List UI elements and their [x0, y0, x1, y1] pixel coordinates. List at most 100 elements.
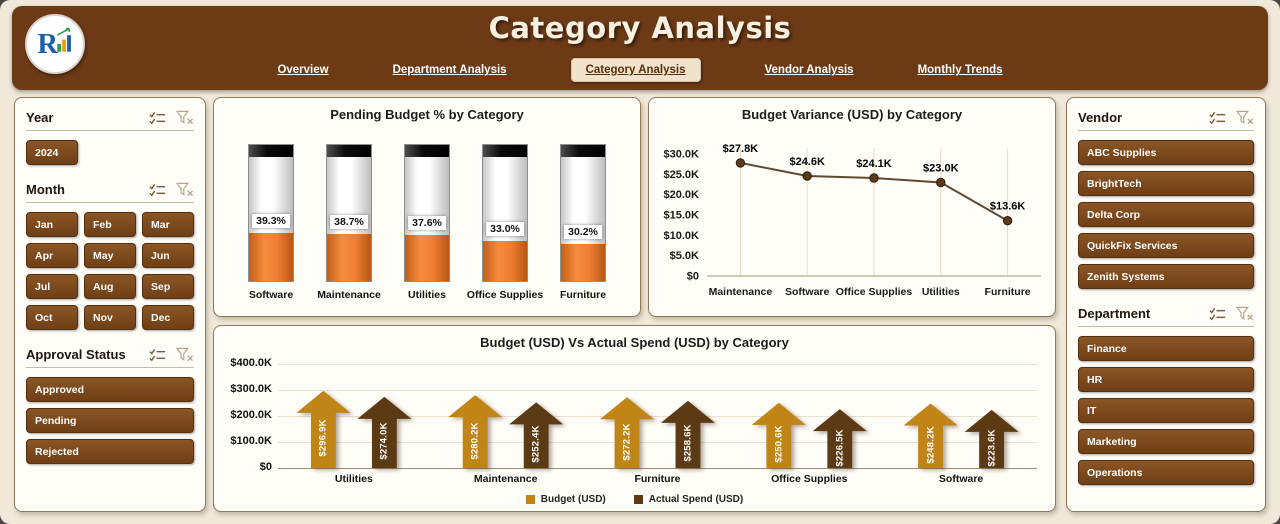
- legend-item-budget-usd-: Budget (USD): [525, 494, 606, 505]
- multiselect-icon[interactable]: [148, 111, 167, 125]
- filter-month-aug[interactable]: Aug: [84, 274, 136, 299]
- filter-vendor-brighttech[interactable]: BrightTech: [1078, 171, 1254, 196]
- thermometer-tube: 39.3%: [248, 144, 294, 282]
- gridline: [278, 390, 1037, 391]
- tab-monthly-trends[interactable]: Monthly Trends: [917, 64, 1003, 76]
- data-label: $258.6K: [682, 424, 694, 463]
- multiselect-icon[interactable]: [1208, 307, 1227, 321]
- bar-budget-usd--software: $248.2K: [903, 403, 958, 468]
- filter-vendor-zenith-systems[interactable]: Zenith Systems: [1078, 264, 1254, 289]
- tab-vendor-analysis[interactable]: Vendor Analysis: [764, 64, 854, 76]
- filter-vendor-delta-corp[interactable]: Delta Corp: [1078, 202, 1254, 227]
- svg-text:R: R: [37, 29, 58, 60]
- filter-month-mar[interactable]: Mar: [142, 212, 194, 237]
- tab-department-analysis[interactable]: Department Analysis: [392, 64, 507, 76]
- tube-cap: [327, 145, 371, 157]
- bar-group-software: $248.2K $223.6K: [885, 364, 1037, 468]
- bar-group-utilities: $296.9K $274.0K: [278, 364, 430, 468]
- arrow-shape: $252.4K: [509, 402, 564, 468]
- arrow-shape: $226.5K: [812, 409, 867, 468]
- filter-month-feb[interactable]: Feb: [84, 212, 136, 237]
- slicer-title-year: Year: [26, 110, 54, 125]
- svg-text:$13.6K: $13.6K: [990, 201, 1026, 213]
- bar-actual-spend-usd--utilities: $274.0K: [357, 396, 412, 468]
- filter-month-apr[interactable]: Apr: [26, 243, 78, 268]
- slicer-icon-group: [148, 110, 194, 125]
- tube-column-maintenance: 38.7% Maintenance: [310, 144, 388, 306]
- tab-overview[interactable]: Overview: [277, 64, 329, 76]
- filter-department-marketing[interactable]: Marketing: [1078, 429, 1254, 454]
- slicer-items: ABC Supplies BrightTech Delta Corp QuickFix…: [1078, 140, 1254, 289]
- category-label: Office Supplies: [466, 289, 544, 301]
- y-tick-label: $100.0K: [230, 435, 272, 447]
- bar-budget-usd--furniture: $272.2K: [599, 397, 654, 468]
- tab-category-analysis[interactable]: Category Analysis: [570, 58, 701, 82]
- bar-group-furniture: $272.2K $258.6K: [582, 364, 734, 468]
- filter-approval-status-approved[interactable]: Approved: [26, 377, 194, 402]
- clear-filter-icon[interactable]: [176, 182, 194, 197]
- bar-budget-usd--utilities: $296.9K: [296, 390, 351, 468]
- svg-text:$15.0K: $15.0K: [664, 210, 700, 222]
- legend-swatch: [633, 495, 643, 504]
- filter-month-jul[interactable]: Jul: [26, 274, 78, 299]
- clear-filter-icon[interactable]: [1236, 110, 1254, 125]
- filter-department-hr[interactable]: HR: [1078, 367, 1254, 392]
- svg-text:$0: $0: [687, 271, 699, 283]
- y-tick-label: $200.0K: [230, 409, 272, 421]
- slicer-vendor: Vendor ABC Supplies BrightTech Delta Corp Qu…: [1078, 110, 1254, 289]
- page-title: Category Analysis: [488, 11, 792, 45]
- slicer-approval-status: Approval Status Approved Pending Rejected: [26, 347, 194, 464]
- clear-filter-icon[interactable]: [176, 110, 194, 125]
- slicer-month: Month Jan Feb Mar Apr May Jun Jul Aug Sep Oct Nov De…: [26, 182, 194, 330]
- data-label: $226.5K: [834, 428, 846, 467]
- slicer-header: Approval Status: [26, 347, 194, 368]
- thermometer-tube: 37.6%: [404, 144, 450, 282]
- tube-column-software: 39.3% Software: [232, 144, 310, 306]
- thermometer-tube: 38.7%: [326, 144, 372, 282]
- filter-vendor-quickfix-services[interactable]: QuickFix Services: [1078, 233, 1254, 258]
- clear-filter-icon[interactable]: [176, 347, 194, 362]
- multiselect-icon[interactable]: [148, 183, 167, 197]
- filter-month-nov[interactable]: Nov: [84, 305, 136, 330]
- multiselect-icon[interactable]: [1208, 111, 1227, 125]
- tube-cap: [249, 145, 293, 157]
- filter-department-operations[interactable]: Operations: [1078, 460, 1254, 485]
- nav-tabs: Overview Department Analysis Category Anal…: [12, 58, 1268, 82]
- clear-filter-icon[interactable]: [1236, 306, 1254, 321]
- filter-month-oct[interactable]: Oct: [26, 305, 78, 330]
- multiselect-icon[interactable]: [148, 348, 167, 362]
- bar-actual-spend-usd--office-supplies: $226.5K: [812, 409, 867, 468]
- svg-text:Furniture: Furniture: [985, 286, 1031, 298]
- x-axis-labels: Utilities Maintenance Furniture Office Supp…: [278, 473, 1037, 485]
- gridline: [278, 416, 1037, 417]
- category-label: Software: [938, 473, 984, 485]
- svg-text:$23.0K: $23.0K: [923, 163, 959, 175]
- filter-approval-status-pending[interactable]: Pending: [26, 408, 194, 433]
- filter-approval-status-rejected[interactable]: Rejected: [26, 439, 194, 464]
- filter-year-2024[interactable]: 2024: [26, 140, 78, 165]
- filter-month-dec[interactable]: Dec: [142, 305, 194, 330]
- filter-month-jun[interactable]: Jun: [142, 243, 194, 268]
- svg-text:$27.8K: $27.8K: [723, 143, 759, 155]
- svg-text:$5.0K: $5.0K: [670, 250, 699, 262]
- tube-fill: [405, 235, 449, 281]
- filter-department-it[interactable]: IT: [1078, 398, 1254, 423]
- tube-column-furniture: 30.2% Furniture: [544, 144, 622, 306]
- legend-swatch: [525, 495, 535, 504]
- filter-vendor-abc-supplies[interactable]: ABC Supplies: [1078, 140, 1254, 165]
- company-logo: R: [25, 14, 85, 74]
- left-filter-panel: Year 2024 Month Jan Feb Mar Apr May Jun Jul Aug Sep…: [14, 97, 206, 512]
- filter-department-finance[interactable]: Finance: [1078, 336, 1254, 361]
- svg-text:Software: Software: [785, 286, 830, 298]
- header-bar: R Category Analysis Overview Department A…: [12, 6, 1268, 90]
- legend-item-actual-spend-usd-: Actual Spend (USD): [633, 494, 743, 505]
- filter-month-sep[interactable]: Sep: [142, 274, 194, 299]
- filter-month-jan[interactable]: Jan: [26, 212, 78, 237]
- tube-fill: [249, 233, 293, 281]
- filter-month-may[interactable]: May: [84, 243, 136, 268]
- svg-text:Maintenance: Maintenance: [709, 286, 773, 298]
- slicer-icon-group: [1208, 110, 1254, 125]
- tube-fill: [327, 233, 371, 281]
- slicer-icon-group: [1208, 306, 1254, 321]
- tube-cap: [483, 145, 527, 157]
